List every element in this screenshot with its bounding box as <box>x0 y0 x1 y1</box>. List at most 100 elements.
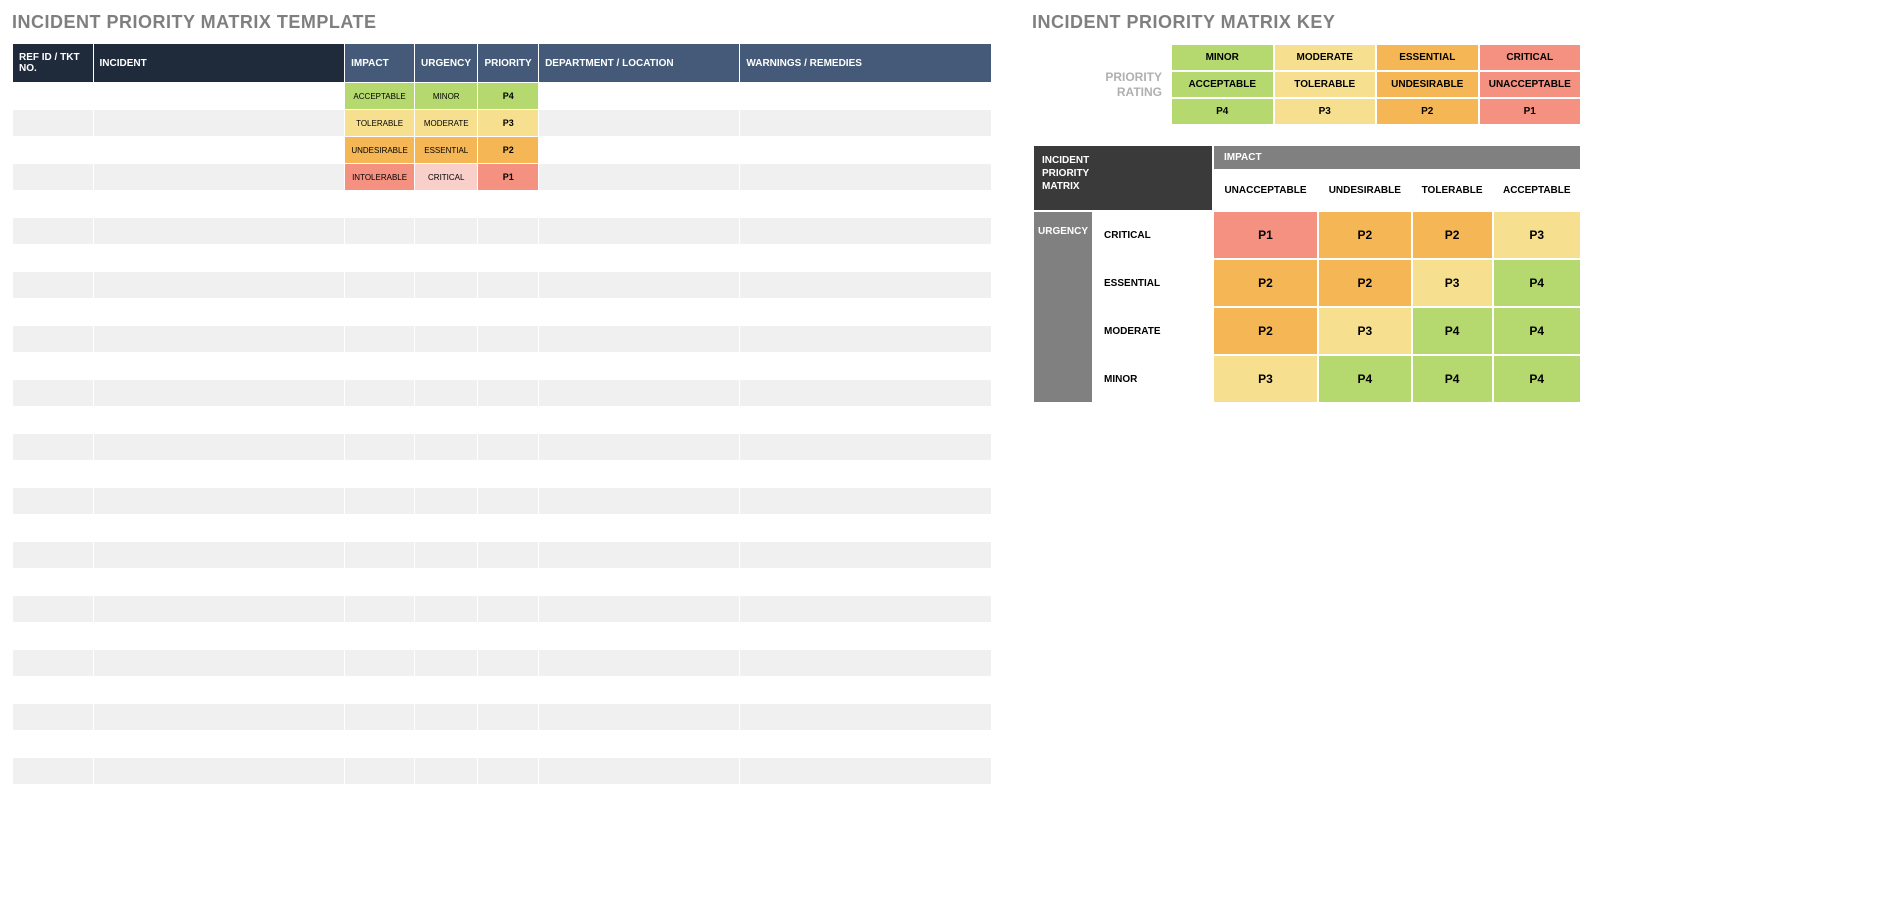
blank-cell[interactable] <box>345 704 415 731</box>
blank-cell[interactable] <box>478 218 539 245</box>
urgency-cell[interactable]: MODERATE <box>415 110 478 137</box>
blank-cell[interactable] <box>740 407 992 434</box>
blank-cell[interactable] <box>415 218 478 245</box>
blank-cell[interactable] <box>539 245 740 272</box>
blank-cell[interactable] <box>415 434 478 461</box>
blank-cell[interactable] <box>13 110 94 137</box>
blank-cell[interactable] <box>415 353 478 380</box>
blank-cell[interactable] <box>478 569 539 596</box>
blank-cell[interactable] <box>740 731 992 758</box>
blank-cell[interactable] <box>13 569 94 596</box>
blank-cell[interactable] <box>13 515 94 542</box>
blank-cell[interactable] <box>478 407 539 434</box>
blank-cell[interactable] <box>13 731 94 758</box>
blank-cell[interactable] <box>13 191 94 218</box>
blank-cell[interactable] <box>740 650 992 677</box>
blank-cell[interactable] <box>13 650 94 677</box>
blank-cell[interactable] <box>539 515 740 542</box>
blank-cell[interactable] <box>539 434 740 461</box>
blank-cell[interactable] <box>93 83 345 110</box>
blank-cell[interactable] <box>415 758 478 785</box>
blank-cell[interactable] <box>740 245 992 272</box>
blank-cell[interactable] <box>539 461 740 488</box>
blank-cell[interactable] <box>345 218 415 245</box>
blank-cell[interactable] <box>539 218 740 245</box>
blank-cell[interactable] <box>740 380 992 407</box>
blank-cell[interactable] <box>478 650 539 677</box>
blank-cell[interactable] <box>539 191 740 218</box>
blank-cell[interactable] <box>478 677 539 704</box>
blank-cell[interactable] <box>345 623 415 650</box>
blank-cell[interactable] <box>93 299 345 326</box>
blank-cell[interactable] <box>478 380 539 407</box>
blank-cell[interactable] <box>539 596 740 623</box>
blank-cell[interactable] <box>539 758 740 785</box>
blank-cell[interactable] <box>740 542 992 569</box>
blank-cell[interactable] <box>740 299 992 326</box>
blank-cell[interactable] <box>415 407 478 434</box>
blank-cell[interactable] <box>13 434 94 461</box>
blank-cell[interactable] <box>478 191 539 218</box>
blank-cell[interactable] <box>539 407 740 434</box>
blank-cell[interactable] <box>13 488 94 515</box>
blank-cell[interactable] <box>478 326 539 353</box>
blank-cell[interactable] <box>345 434 415 461</box>
priority-cell[interactable]: P1 <box>478 164 539 191</box>
blank-cell[interactable] <box>93 353 345 380</box>
blank-cell[interactable] <box>345 272 415 299</box>
blank-cell[interactable] <box>93 245 345 272</box>
impact-cell[interactable]: TOLERABLE <box>345 110 415 137</box>
blank-cell[interactable] <box>93 569 345 596</box>
blank-cell[interactable] <box>93 191 345 218</box>
blank-cell[interactable] <box>93 218 345 245</box>
blank-cell[interactable] <box>345 461 415 488</box>
blank-cell[interactable] <box>13 623 94 650</box>
blank-cell[interactable] <box>478 596 539 623</box>
blank-cell[interactable] <box>415 542 478 569</box>
blank-cell[interactable] <box>539 704 740 731</box>
blank-cell[interactable] <box>415 461 478 488</box>
blank-cell[interactable] <box>415 704 478 731</box>
blank-cell[interactable] <box>478 704 539 731</box>
blank-cell[interactable] <box>345 353 415 380</box>
blank-cell[interactable] <box>345 326 415 353</box>
blank-cell[interactable] <box>345 677 415 704</box>
blank-cell[interactable] <box>740 353 992 380</box>
blank-cell[interactable] <box>13 461 94 488</box>
priority-cell[interactable]: P2 <box>478 137 539 164</box>
blank-cell[interactable] <box>93 110 345 137</box>
priority-cell[interactable]: P4 <box>478 83 539 110</box>
blank-cell[interactable] <box>345 299 415 326</box>
blank-cell[interactable] <box>13 83 94 110</box>
blank-cell[interactable] <box>539 623 740 650</box>
blank-cell[interactable] <box>740 83 992 110</box>
urgency-cell[interactable]: ESSENTIAL <box>415 137 478 164</box>
impact-cell[interactable]: INTOLERABLE <box>345 164 415 191</box>
blank-cell[interactable] <box>345 380 415 407</box>
blank-cell[interactable] <box>478 272 539 299</box>
blank-cell[interactable] <box>345 569 415 596</box>
blank-cell[interactable] <box>345 596 415 623</box>
blank-cell[interactable] <box>740 677 992 704</box>
blank-cell[interactable] <box>539 677 740 704</box>
blank-cell[interactable] <box>93 461 345 488</box>
blank-cell[interactable] <box>13 758 94 785</box>
blank-cell[interactable] <box>13 407 94 434</box>
blank-cell[interactable] <box>478 245 539 272</box>
blank-cell[interactable] <box>539 299 740 326</box>
blank-cell[interactable] <box>539 380 740 407</box>
blank-cell[interactable] <box>539 488 740 515</box>
blank-cell[interactable] <box>345 407 415 434</box>
blank-cell[interactable] <box>415 380 478 407</box>
blank-cell[interactable] <box>740 434 992 461</box>
impact-cell[interactable]: UNDESIRABLE <box>345 137 415 164</box>
blank-cell[interactable] <box>478 515 539 542</box>
blank-cell[interactable] <box>13 704 94 731</box>
blank-cell[interactable] <box>478 299 539 326</box>
blank-cell[interactable] <box>740 191 992 218</box>
blank-cell[interactable] <box>93 407 345 434</box>
blank-cell[interactable] <box>93 137 345 164</box>
blank-cell[interactable] <box>13 677 94 704</box>
blank-cell[interactable] <box>740 596 992 623</box>
blank-cell[interactable] <box>740 569 992 596</box>
